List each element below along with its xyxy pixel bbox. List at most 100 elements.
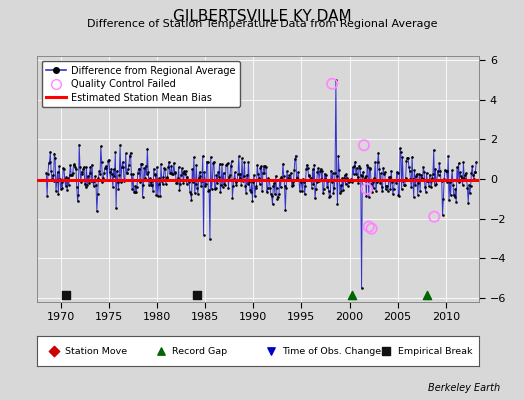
Point: [406, 168, 414, 174]
Point: [182, 180, 191, 187]
Point: [90, 178, 99, 185]
Point: [203, 158, 212, 165]
Point: [193, 185, 201, 192]
Point: [447, 177, 455, 183]
Point: [382, 182, 390, 189]
Point: [408, 154, 416, 160]
Point: [173, 175, 182, 182]
Point: [259, 170, 267, 176]
Point: [259, 163, 268, 169]
Point: [42, 170, 50, 176]
Point: [407, 184, 416, 190]
Point: [341, 181, 350, 188]
Point: [334, 152, 343, 159]
Point: [315, 178, 323, 184]
Point: [50, 150, 59, 157]
Point: [247, 178, 256, 184]
Point: [288, 179, 297, 186]
Point: [428, 175, 436, 182]
Point: [183, 173, 192, 180]
Point: [380, 171, 388, 177]
Point: [362, 173, 370, 179]
Point: [321, 176, 330, 182]
Point: [66, 162, 74, 168]
Point: [122, 170, 130, 176]
Point: [348, 164, 357, 170]
Point: [462, 170, 470, 176]
Point: [318, 168, 326, 174]
Point: [314, 165, 322, 172]
Point: [102, 163, 110, 169]
Point: [267, 191, 275, 197]
Point: [309, 181, 318, 188]
Point: [465, 182, 473, 188]
Point: [179, 170, 187, 176]
Point: [148, 182, 156, 188]
Point: [138, 193, 147, 200]
Point: [344, 182, 352, 189]
Point: [430, 181, 439, 188]
Point: [143, 170, 151, 177]
Point: [390, 177, 399, 184]
Point: [309, 166, 317, 172]
Point: [380, 169, 389, 175]
Point: [362, 193, 370, 199]
Point: [392, 169, 401, 175]
Point: [468, 163, 476, 170]
Point: [449, 182, 457, 188]
Point: [189, 179, 198, 185]
Point: [454, 176, 462, 183]
Point: [331, 170, 339, 176]
Point: [463, 177, 471, 183]
Point: [459, 159, 467, 166]
Point: [167, 170, 175, 176]
Text: Berkeley Earth: Berkeley Earth: [428, 383, 500, 393]
Point: [114, 178, 122, 185]
Point: [154, 193, 162, 199]
Point: [370, 174, 378, 181]
Point: [246, 187, 254, 193]
Point: [353, 165, 361, 171]
Point: [212, 172, 221, 178]
Point: [63, 186, 71, 193]
Point: [234, 171, 242, 177]
Point: [163, 175, 172, 182]
Point: [111, 149, 119, 156]
Point: [350, 171, 358, 177]
Point: [201, 182, 209, 189]
Point: [337, 188, 346, 194]
Point: [360, 176, 368, 183]
Point: [368, 189, 376, 195]
Point: [174, 164, 183, 170]
Point: [112, 204, 121, 211]
Point: [161, 181, 170, 187]
Point: [97, 159, 106, 166]
Point: [134, 170, 142, 176]
Point: [311, 195, 319, 202]
Point: [279, 160, 287, 167]
Point: [295, 177, 303, 183]
Point: [220, 170, 228, 176]
Point: [336, 190, 344, 197]
Point: [68, 172, 76, 178]
Point: [226, 171, 234, 178]
Point: [197, 183, 205, 189]
Point: [146, 175, 154, 181]
Point: [385, 174, 393, 180]
Point: [434, 171, 443, 178]
Point: [442, 168, 450, 174]
Point: [369, 184, 378, 191]
Point: [162, 174, 171, 180]
Point: [270, 180, 278, 186]
Point: [389, 191, 397, 197]
Point: [278, 176, 286, 182]
Point: [223, 160, 232, 166]
Point: [122, 150, 130, 157]
Point: [114, 186, 123, 192]
Point: [158, 178, 166, 184]
Point: [442, 168, 451, 174]
Point: [354, 179, 363, 186]
Point: [320, 185, 328, 192]
Point: [52, 178, 61, 185]
Point: [285, 172, 293, 178]
